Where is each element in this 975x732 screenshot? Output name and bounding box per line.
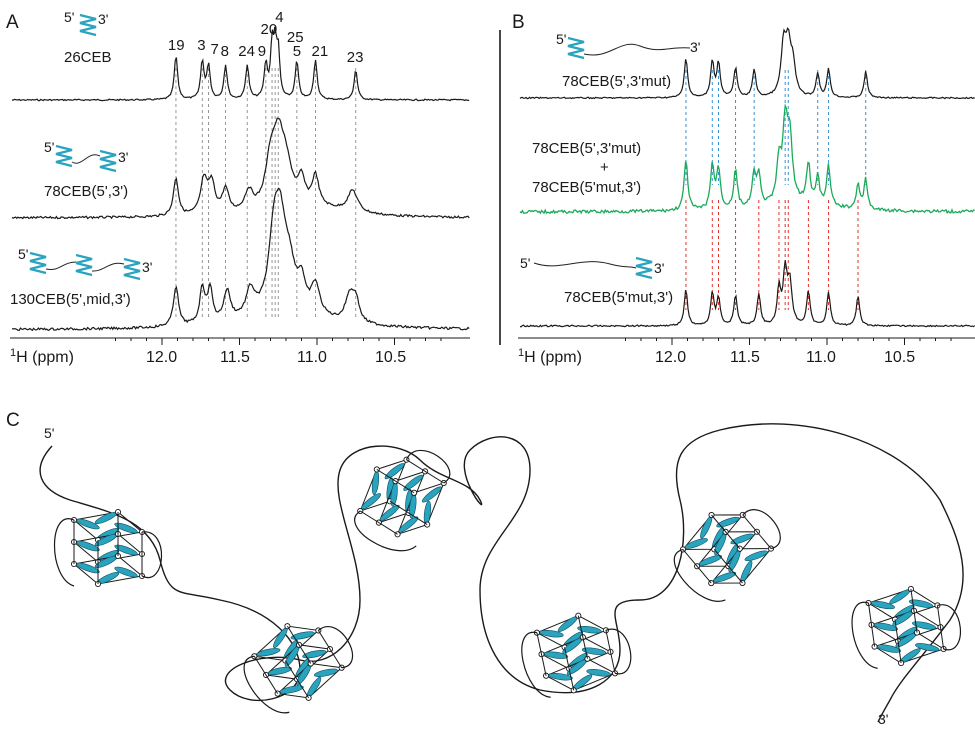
peak-label-19: 19	[168, 37, 185, 54]
x-axis-label: 1H (ppm)	[10, 347, 74, 366]
spectrum-mixture	[519, 103, 975, 215]
peak-label-4: 4	[275, 9, 283, 26]
trace-label-mix-1: 78CEB(5',3'mut)	[532, 140, 641, 157]
peak-label-21: 21	[312, 43, 329, 60]
dna-backbone	[39, 423, 964, 723]
spectrum-26ceb	[11, 26, 470, 102]
tick-label-10-5: 10.5	[884, 349, 915, 366]
panel-c-letter: C	[6, 410, 20, 431]
panel-b-letter: B	[512, 12, 525, 33]
spectrum-78ceb-3mut	[519, 27, 975, 100]
tick-label-11-5: 11.5	[220, 349, 250, 366]
peak-label-8: 8	[221, 43, 229, 60]
g-quadruplex-2	[243, 623, 354, 714]
tick-label-11-5: 11.5	[730, 349, 760, 366]
trace-label-mix-plus: +	[600, 159, 609, 176]
panel-a-x-axis: 1H (ppm) 12.0 11.5 11.0 10.5	[10, 337, 470, 366]
five-prime-label: 5'	[556, 31, 566, 47]
five-prime-label: 5'	[520, 255, 530, 271]
peak-label-23: 23	[347, 49, 364, 66]
three-prime-end-label: 3'	[878, 711, 888, 727]
g-quadruplex-5	[673, 509, 781, 602]
spectrum-130ceb	[11, 187, 470, 332]
peak-label-24: 24	[238, 43, 255, 60]
tick-label-11-0: 11.0	[297, 349, 327, 366]
peak-label-5: 5	[293, 43, 301, 60]
g4-icon-5mut: 5' 3'	[520, 255, 664, 280]
panel-b-guide-lines	[685, 70, 867, 310]
panel-a-guide-lines	[175, 68, 357, 320]
x-axis-label: 1H (ppm)	[518, 347, 582, 366]
peak-label-25: 25	[287, 29, 304, 46]
trace-label-26ceb: 26CEB	[64, 49, 112, 66]
g4-icon-130ceb: 5' 3'	[18, 246, 152, 281]
trace-label-5mut: 78CEB(5'mut,3')	[564, 289, 673, 306]
five-prime-label: 5'	[64, 9, 74, 25]
three-prime-label: 3'	[690, 39, 700, 55]
tick-label-11-0: 11.0	[806, 349, 836, 366]
g-quadruplex-4	[521, 612, 632, 698]
three-prime-label: 3'	[142, 259, 152, 275]
five-prime-label: 5'	[44, 139, 54, 155]
five-prime-label: 5'	[18, 246, 28, 262]
peak-label-9: 9	[258, 43, 266, 60]
tick-label-12-0: 12.0	[655, 349, 686, 366]
panel-a-letter: A	[6, 12, 19, 33]
trace-label-130ceb: 130CEB(5',mid,3')	[10, 291, 131, 308]
spectrum-78ceb	[11, 117, 470, 220]
g4-icon-26ceb: 5' 3'	[64, 9, 108, 37]
trace-label-3mut: 78CEB(5',3'mut)	[562, 73, 671, 90]
tick-label-12-0: 12.0	[146, 349, 177, 366]
peak-label-7: 7	[211, 41, 219, 58]
g4-icon-78ceb: 5' 3'	[44, 139, 128, 173]
peak-label-3: 3	[197, 37, 205, 54]
five-prime-end-label: 5'	[44, 425, 54, 441]
tick-label-10-5: 10.5	[375, 349, 406, 366]
three-prime-label: 3'	[118, 149, 128, 165]
trace-label-mix-2: 78CEB(5'mut,3')	[532, 179, 641, 196]
trace-label-78ceb: 78CEB(5',3')	[44, 183, 128, 200]
g4-icon-3mut: 5' 3'	[556, 31, 700, 60]
three-prime-label: 3'	[98, 11, 108, 27]
g-quadruplex-1	[53, 508, 163, 588]
g-quadruplex-6	[851, 585, 962, 669]
spectrum-78ceb-5mut	[519, 260, 975, 328]
panel-b-x-axis: 1H (ppm) 12.0 11.5 11.0 10.5	[518, 337, 975, 366]
panel-c: C 5' 3'	[6, 410, 964, 727]
g-quadruplex-3	[354, 449, 451, 552]
three-prime-label: 3'	[654, 260, 664, 276]
panel-b: B 5' 3' 78CEB(5',3'mut) 78CEB(5',3'mut) …	[512, 12, 975, 366]
